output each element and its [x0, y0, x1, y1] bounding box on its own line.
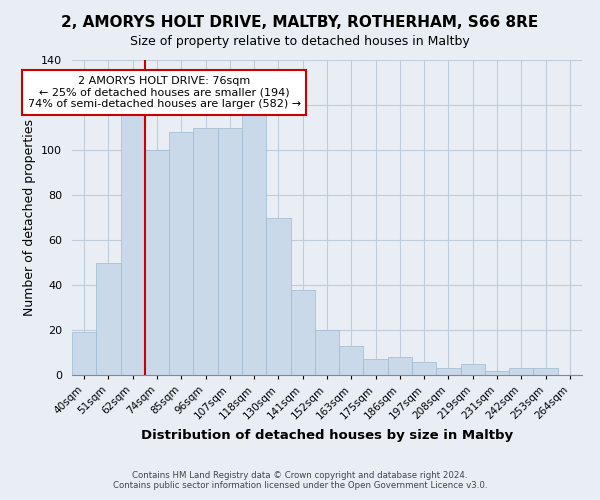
Bar	[169, 132, 193, 375]
Bar	[533, 368, 558, 375]
Bar	[509, 368, 533, 375]
Text: 2, AMORYS HOLT DRIVE, MALTBY, ROTHERHAM, S66 8RE: 2, AMORYS HOLT DRIVE, MALTBY, ROTHERHAM,…	[61, 15, 539, 30]
Bar	[72, 332, 96, 375]
Bar	[266, 218, 290, 375]
Bar	[218, 128, 242, 375]
Bar	[412, 362, 436, 375]
Bar	[96, 262, 121, 375]
Bar	[315, 330, 339, 375]
Text: Size of property relative to detached houses in Maltby: Size of property relative to detached ho…	[130, 35, 470, 48]
Bar	[339, 346, 364, 375]
X-axis label: Distribution of detached houses by size in Maltby: Distribution of detached houses by size …	[141, 429, 513, 442]
Bar	[436, 368, 461, 375]
Bar	[364, 359, 388, 375]
Bar	[290, 290, 315, 375]
Bar	[461, 364, 485, 375]
Bar	[485, 370, 509, 375]
Bar	[193, 128, 218, 375]
Text: Contains HM Land Registry data © Crown copyright and database right 2024.
Contai: Contains HM Land Registry data © Crown c…	[113, 470, 487, 490]
Bar	[242, 78, 266, 375]
Bar	[121, 110, 145, 375]
Text: 2 AMORYS HOLT DRIVE: 76sqm
← 25% of detached houses are smaller (194)
74% of sem: 2 AMORYS HOLT DRIVE: 76sqm ← 25% of deta…	[28, 76, 301, 109]
Y-axis label: Number of detached properties: Number of detached properties	[23, 119, 35, 316]
Bar	[388, 357, 412, 375]
Bar	[145, 150, 169, 375]
